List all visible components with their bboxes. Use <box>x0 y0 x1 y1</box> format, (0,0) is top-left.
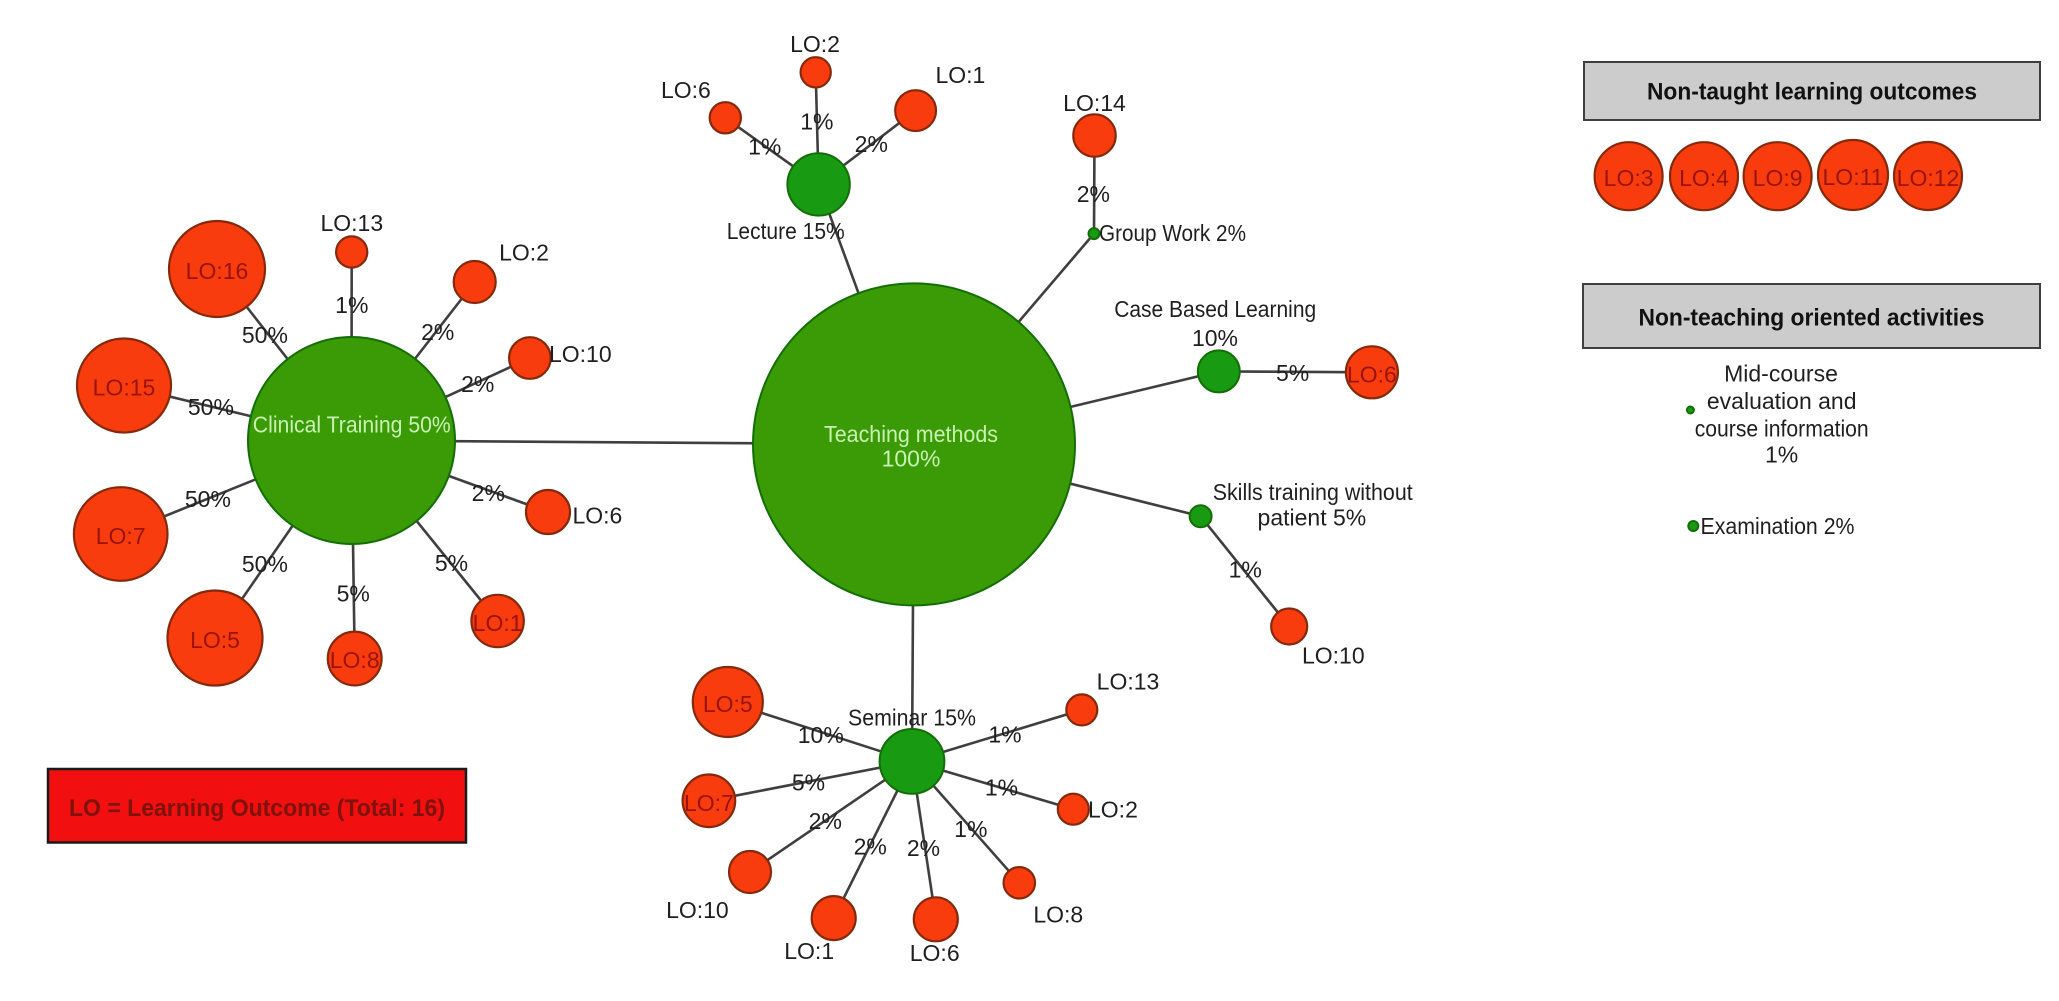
svg-text:50%: 50% <box>185 486 231 512</box>
svg-text:LO:1: LO:1 <box>473 610 523 636</box>
svg-text:LO:5: LO:5 <box>190 627 240 653</box>
svg-text:2%: 2% <box>809 808 842 834</box>
svg-text:evaluation and: evaluation and <box>1707 388 1857 414</box>
svg-text:LO:8: LO:8 <box>1033 902 1083 928</box>
svg-text:2%: 2% <box>1077 181 1110 207</box>
svg-text:LO:10: LO:10 <box>549 341 612 367</box>
svg-text:LO:6: LO:6 <box>1347 361 1397 387</box>
svg-text:2%: 2% <box>854 834 887 860</box>
svg-text:LO:7: LO:7 <box>96 523 146 549</box>
svg-text:Case Based Learning: Case Based Learning <box>1114 296 1316 322</box>
svg-text:50%: 50% <box>188 394 234 420</box>
svg-text:2%: 2% <box>907 835 940 861</box>
svg-text:5%: 5% <box>435 550 468 576</box>
svg-text:LO = Learning Outcome (Total:: LO = Learning Outcome (Total: 16) <box>69 795 445 822</box>
svg-text:1%: 1% <box>335 292 368 318</box>
svg-text:100%: 100% <box>882 446 941 472</box>
svg-text:LO:7: LO:7 <box>684 790 734 816</box>
svg-text:LO:13: LO:13 <box>1097 669 1160 695</box>
svg-text:Examination 2%: Examination 2% <box>1701 513 1855 539</box>
svg-text:5%: 5% <box>1276 360 1309 386</box>
svg-text:LO:3: LO:3 <box>1604 165 1654 191</box>
svg-text:1%: 1% <box>988 722 1021 748</box>
svg-text:LO:10: LO:10 <box>1302 642 1365 668</box>
svg-text:Lecture 15%: Lecture 15% <box>727 218 845 244</box>
svg-text:LO:14: LO:14 <box>1063 90 1126 116</box>
svg-text:LO:4: LO:4 <box>1679 165 1729 191</box>
svg-text:Group Work 2%: Group Work 2% <box>1099 220 1246 246</box>
svg-text:LO:6: LO:6 <box>661 77 711 103</box>
svg-text:50%: 50% <box>242 551 288 577</box>
svg-text:LO:1: LO:1 <box>935 62 985 88</box>
svg-text:2%: 2% <box>472 480 505 506</box>
svg-text:1%: 1% <box>954 816 987 842</box>
svg-text:LO:16: LO:16 <box>186 258 249 284</box>
svg-text:LO:11: LO:11 <box>1823 164 1884 190</box>
svg-text:5%: 5% <box>792 770 825 796</box>
svg-text:Teaching methods: Teaching methods <box>824 421 998 447</box>
svg-text:LO:2: LO:2 <box>499 240 549 266</box>
svg-text:10%: 10% <box>798 722 844 748</box>
svg-text:2%: 2% <box>461 371 494 397</box>
svg-text:Non-teaching oriented activiti: Non-teaching oriented activities <box>1639 305 1985 332</box>
svg-text:course information: course information <box>1695 416 1869 442</box>
svg-text:LO:15: LO:15 <box>93 375 156 401</box>
svg-text:LO:2: LO:2 <box>1088 797 1138 823</box>
svg-text:LO:10: LO:10 <box>666 897 729 923</box>
svg-text:Clinical Training 50%: Clinical Training 50% <box>253 411 451 437</box>
svg-text:Skills training without: Skills training without <box>1213 479 1414 505</box>
svg-text:LO:9: LO:9 <box>1753 165 1803 191</box>
svg-text:LO:8: LO:8 <box>330 647 380 673</box>
svg-text:LO:6: LO:6 <box>910 940 960 966</box>
svg-text:LO:6: LO:6 <box>572 503 622 529</box>
svg-text:patient 5%: patient 5% <box>1258 504 1367 530</box>
svg-text:5%: 5% <box>337 581 370 607</box>
svg-text:LO:12: LO:12 <box>1897 165 1960 191</box>
svg-text:2%: 2% <box>855 131 888 157</box>
svg-text:1%: 1% <box>1765 442 1798 468</box>
svg-text:1%: 1% <box>985 775 1018 801</box>
svg-text:1%: 1% <box>1229 557 1262 583</box>
svg-text:LO:5: LO:5 <box>703 691 753 717</box>
svg-text:50%: 50% <box>242 322 288 348</box>
svg-text:1%: 1% <box>800 109 833 135</box>
svg-text:Seminar 15%: Seminar 15% <box>848 704 976 730</box>
svg-text:1%: 1% <box>748 134 781 160</box>
svg-text:Mid-course: Mid-course <box>1724 361 1838 387</box>
svg-text:Non-taught learning outcomes: Non-taught learning outcomes <box>1647 79 1977 106</box>
svg-text:LO:13: LO:13 <box>320 210 383 236</box>
svg-text:10%: 10% <box>1192 325 1238 351</box>
svg-text:LO:2: LO:2 <box>790 31 840 57</box>
svg-text:LO:1: LO:1 <box>784 938 834 964</box>
svg-text:2%: 2% <box>421 319 454 345</box>
